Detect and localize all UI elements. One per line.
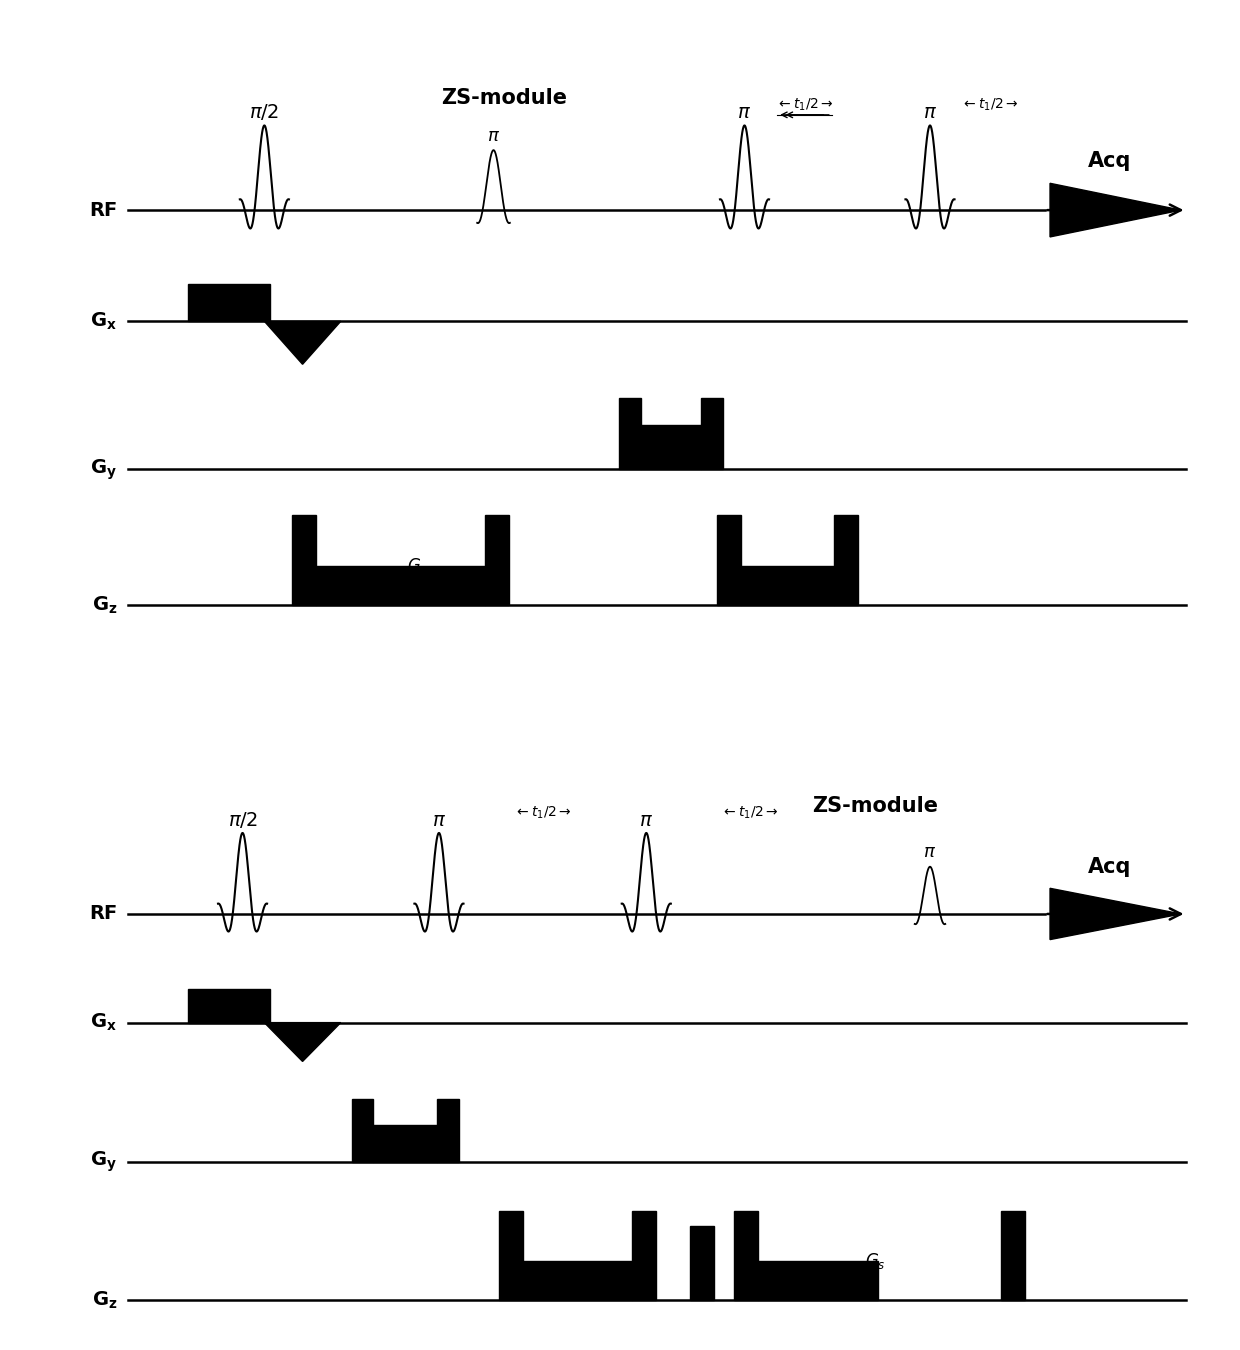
Bar xyxy=(717,516,742,605)
Bar xyxy=(641,425,701,470)
Bar xyxy=(1001,1211,1025,1300)
Text: RF: RF xyxy=(89,904,117,923)
Bar xyxy=(742,566,835,605)
Text: RF: RF xyxy=(89,201,117,220)
Polygon shape xyxy=(264,1023,341,1061)
Bar xyxy=(291,516,316,605)
Text: $\pi$: $\pi$ xyxy=(487,127,500,146)
Text: $\mathbf{G_x}$: $\mathbf{G_x}$ xyxy=(91,1012,117,1033)
Bar xyxy=(373,1125,436,1162)
Polygon shape xyxy=(1050,184,1180,238)
Polygon shape xyxy=(264,321,341,365)
Text: $G_s$: $G_s$ xyxy=(407,556,428,576)
Text: $\pi/2$: $\pi/2$ xyxy=(228,810,258,829)
Text: $\leftarrow t_1/2 \rightarrow$: $\leftarrow t_1/2 \rightarrow$ xyxy=(961,97,1019,113)
Text: $\leftarrow t_1/2 \rightarrow$: $\leftarrow t_1/2 \rightarrow$ xyxy=(513,805,572,821)
Text: $G_s$: $G_s$ xyxy=(866,1251,885,1272)
Text: $\pi$: $\pi$ xyxy=(432,810,446,829)
Text: $\leftarrow t_1/2 \rightarrow$: $\leftarrow t_1/2 \rightarrow$ xyxy=(776,97,833,113)
Text: Acq: Acq xyxy=(1089,857,1132,878)
Polygon shape xyxy=(1050,888,1180,940)
Bar xyxy=(188,284,270,321)
Bar xyxy=(835,516,858,605)
Bar xyxy=(701,398,723,470)
Text: $\mathbf{G_y}$: $\mathbf{G_y}$ xyxy=(91,1150,117,1174)
Text: Acq: Acq xyxy=(1089,151,1132,171)
Text: $\mathbf{G_z}$: $\mathbf{G_z}$ xyxy=(92,594,117,616)
Bar xyxy=(316,566,485,605)
Bar xyxy=(689,1226,714,1300)
Text: $\pi/2$: $\pi/2$ xyxy=(249,101,279,122)
Text: $\pi$: $\pi$ xyxy=(640,810,653,829)
Text: ZS-module: ZS-module xyxy=(441,88,568,108)
Text: $\pi$: $\pi$ xyxy=(738,103,751,122)
Bar xyxy=(758,1261,878,1300)
Text: $\pi$: $\pi$ xyxy=(924,844,936,861)
Bar xyxy=(436,1099,459,1162)
Text: $\leftarrow t_1/2 \rightarrow$: $\leftarrow t_1/2 \rightarrow$ xyxy=(722,805,779,821)
Bar xyxy=(485,516,508,605)
Bar xyxy=(632,1211,656,1300)
Text: $\pi$: $\pi$ xyxy=(923,103,937,122)
Bar xyxy=(188,988,270,1023)
Bar xyxy=(523,1261,632,1300)
Bar xyxy=(619,398,641,470)
Bar xyxy=(498,1211,523,1300)
Text: $\mathbf{G_x}$: $\mathbf{G_x}$ xyxy=(91,310,117,332)
Bar xyxy=(734,1211,758,1300)
Bar xyxy=(352,1099,373,1162)
Text: $\mathbf{G_z}$: $\mathbf{G_z}$ xyxy=(92,1289,117,1311)
Text: ZS-module: ZS-module xyxy=(812,796,939,815)
Text: $\mathbf{G_y}$: $\mathbf{G_y}$ xyxy=(91,458,117,482)
